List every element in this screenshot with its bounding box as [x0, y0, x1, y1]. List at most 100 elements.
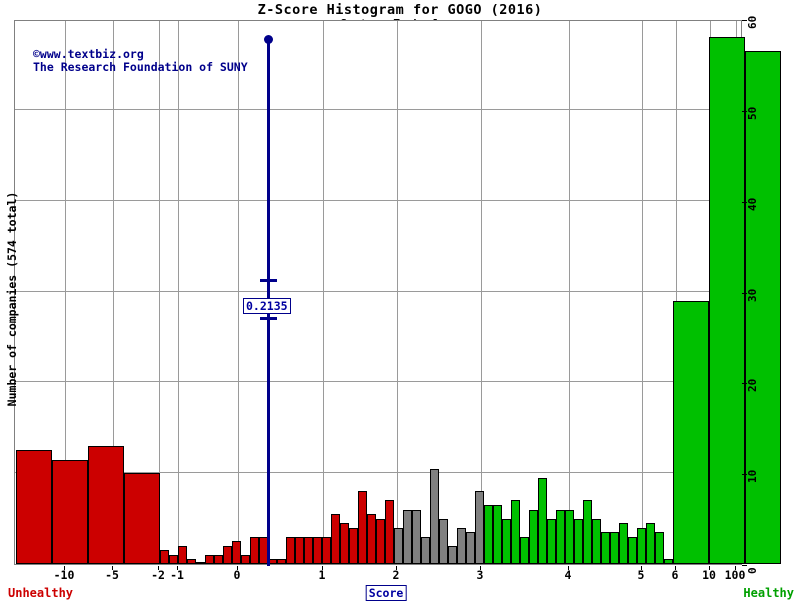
gridline-vertical [481, 21, 482, 564]
x-tick-mark [237, 566, 238, 570]
x-tick-mark [480, 566, 481, 570]
histogram-bar [601, 532, 610, 564]
y-tick-mark [742, 20, 747, 21]
histogram-bar [205, 554, 214, 564]
x-tick-mark [396, 566, 397, 570]
histogram-bar [610, 532, 619, 564]
histogram-bar [430, 468, 439, 564]
histogram-bar [160, 550, 169, 564]
histogram-bar [358, 491, 367, 564]
legend-unhealthy: Unhealthy [8, 586, 74, 600]
histogram-bar [538, 477, 547, 564]
histogram-bar [304, 536, 313, 564]
histogram-bar [295, 536, 304, 564]
histogram-bar [619, 523, 628, 564]
histogram-bar [475, 491, 484, 564]
histogram-bar [646, 523, 655, 564]
x-tick-label: 3 [476, 568, 484, 582]
x-tick-label: 4 [564, 568, 572, 582]
x-tick-label: 1 [318, 568, 326, 582]
histogram-bar [178, 545, 187, 564]
gridline-horizontal [15, 290, 741, 292]
marker-cap-bottom [260, 317, 277, 321]
histogram-bar [547, 518, 556, 564]
histogram-bar [583, 500, 592, 564]
histogram-bar [457, 527, 466, 564]
gridline-horizontal [15, 381, 741, 383]
histogram-bar [511, 500, 520, 564]
histogram-bar [241, 554, 250, 564]
histogram-bar [313, 536, 322, 564]
histogram-bar [565, 509, 574, 564]
gridline-vertical [397, 21, 398, 564]
histogram-bar [286, 536, 295, 564]
y-tick-label: 20 [746, 379, 759, 393]
gridline-vertical [113, 21, 114, 564]
gridline-vertical [65, 21, 66, 564]
gridline-vertical [178, 21, 179, 564]
histogram-bar [403, 509, 412, 564]
histogram-bar [592, 518, 601, 564]
histogram-bar [88, 445, 124, 564]
histogram-bar [439, 518, 448, 564]
histogram-bar [502, 518, 511, 564]
histogram-bar [484, 504, 493, 564]
y-tick-label: 40 [746, 197, 759, 211]
y-tick-mark [742, 201, 747, 203]
histogram-bar [376, 518, 385, 564]
histogram-bar [637, 527, 646, 564]
y-tick-mark [742, 110, 747, 112]
watermark: ©www.textbiz.org The Research Foundation… [33, 48, 248, 74]
gridline-vertical [642, 21, 643, 564]
x-tick-label: 2 [392, 568, 400, 582]
histogram-bar [655, 532, 664, 564]
x-tick-label: 0 [233, 568, 241, 582]
histogram-bar [673, 300, 709, 564]
x-tick-mark [322, 566, 323, 570]
histogram-bar [448, 545, 457, 564]
histogram-bar [223, 545, 232, 564]
plot-area: ©www.textbiz.org The Research Foundation… [14, 20, 781, 566]
histogram-bar [52, 459, 88, 564]
x-tick-label: 100 [724, 568, 746, 582]
x-tick-mark [641, 566, 642, 570]
watermark-line-2: The Research Foundation of SUNY [33, 60, 248, 74]
histogram-bar [529, 509, 538, 564]
histogram-bar [169, 554, 178, 564]
x-tick-label: 5 [637, 568, 645, 582]
y-tick-mark [742, 474, 747, 476]
gridline-horizontal [15, 472, 741, 474]
x-tick-mark [568, 566, 569, 570]
y-tick-mark [742, 383, 747, 385]
y-tick-label: 0 [746, 567, 759, 574]
histogram-bar [493, 504, 502, 564]
histogram-bar [232, 541, 241, 564]
x-tick-mark [177, 566, 178, 570]
histogram-bar [277, 559, 286, 564]
x-tick-mark [112, 566, 113, 570]
x-tick-mark [158, 566, 159, 570]
histogram-bar [214, 554, 223, 564]
x-tick-label: 10 [702, 568, 716, 582]
histogram-bar [331, 514, 340, 564]
legend-healthy: Healthy [743, 586, 794, 600]
histogram-bar [322, 536, 331, 564]
x-tick-mark [64, 566, 65, 570]
histogram-bar [16, 450, 52, 564]
marker-cap-top [260, 278, 277, 282]
x-tick-label: -2 [151, 568, 165, 582]
histogram-bar [709, 37, 745, 564]
histogram-bar [574, 518, 583, 564]
y-tick-label: 10 [746, 469, 759, 484]
histogram-bar [349, 527, 358, 564]
x-tick-mark [735, 566, 736, 570]
histogram-bar [394, 527, 403, 564]
marker-dot-icon [264, 35, 273, 45]
page-title: Z-Score Histogram for GOGO (2016) [257, 2, 543, 18]
histogram-bar [340, 523, 349, 564]
histogram-bar [187, 559, 196, 564]
gridline-vertical [569, 21, 570, 564]
histogram-bar [421, 536, 430, 564]
y-tick-mark [742, 292, 747, 294]
